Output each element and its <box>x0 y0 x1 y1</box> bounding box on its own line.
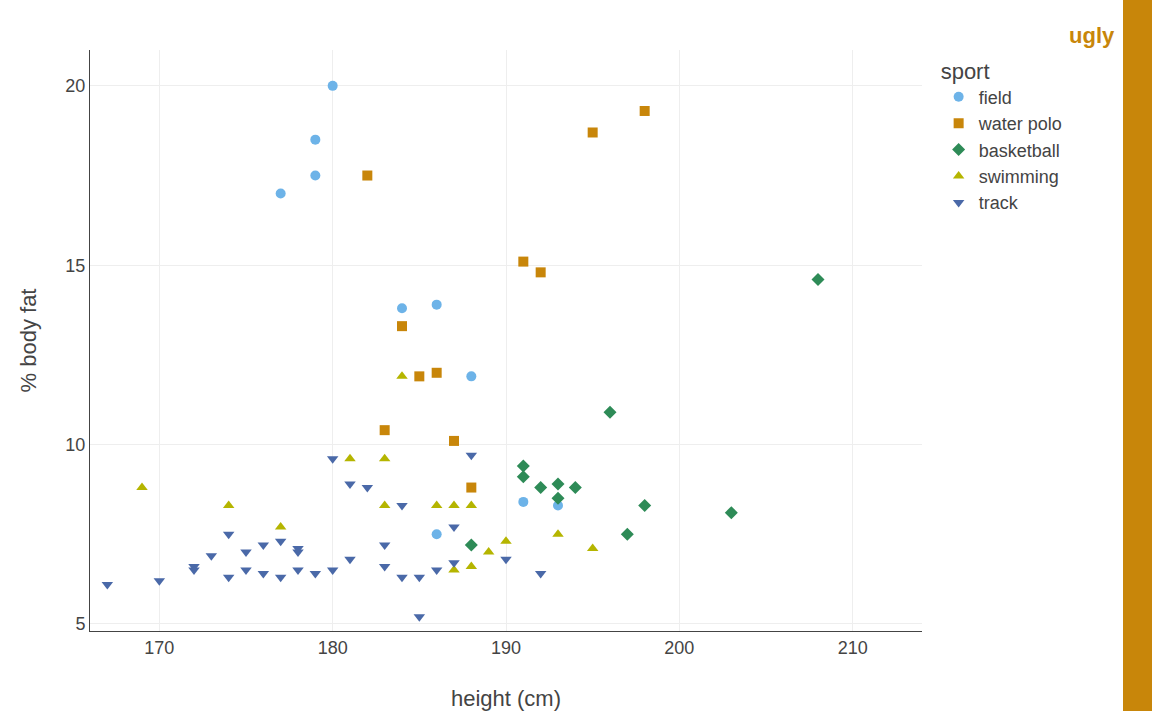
svg-text:210: 210 <box>838 638 868 658</box>
svg-text:200: 200 <box>664 638 694 658</box>
svg-text:20: 20 <box>65 76 85 96</box>
svg-text:field: field <box>979 88 1012 108</box>
svg-text:% body fat: % body fat <box>16 289 41 393</box>
svg-text:basketball: basketball <box>979 141 1060 161</box>
svg-text:track: track <box>979 193 1019 213</box>
svg-text:sport: sport <box>941 59 990 84</box>
svg-text:water polo: water polo <box>978 114 1062 134</box>
svg-text:swimming: swimming <box>979 167 1059 187</box>
svg-text:190: 190 <box>491 638 521 658</box>
svg-text:170: 170 <box>144 638 174 658</box>
svg-text:180: 180 <box>318 638 348 658</box>
svg-text:5: 5 <box>75 614 85 634</box>
svg-text:15: 15 <box>65 255 85 275</box>
svg-text:height (cm): height (cm) <box>451 686 561 711</box>
svg-text:10: 10 <box>65 435 85 455</box>
svg-text:ugly: ugly <box>1069 23 1115 48</box>
